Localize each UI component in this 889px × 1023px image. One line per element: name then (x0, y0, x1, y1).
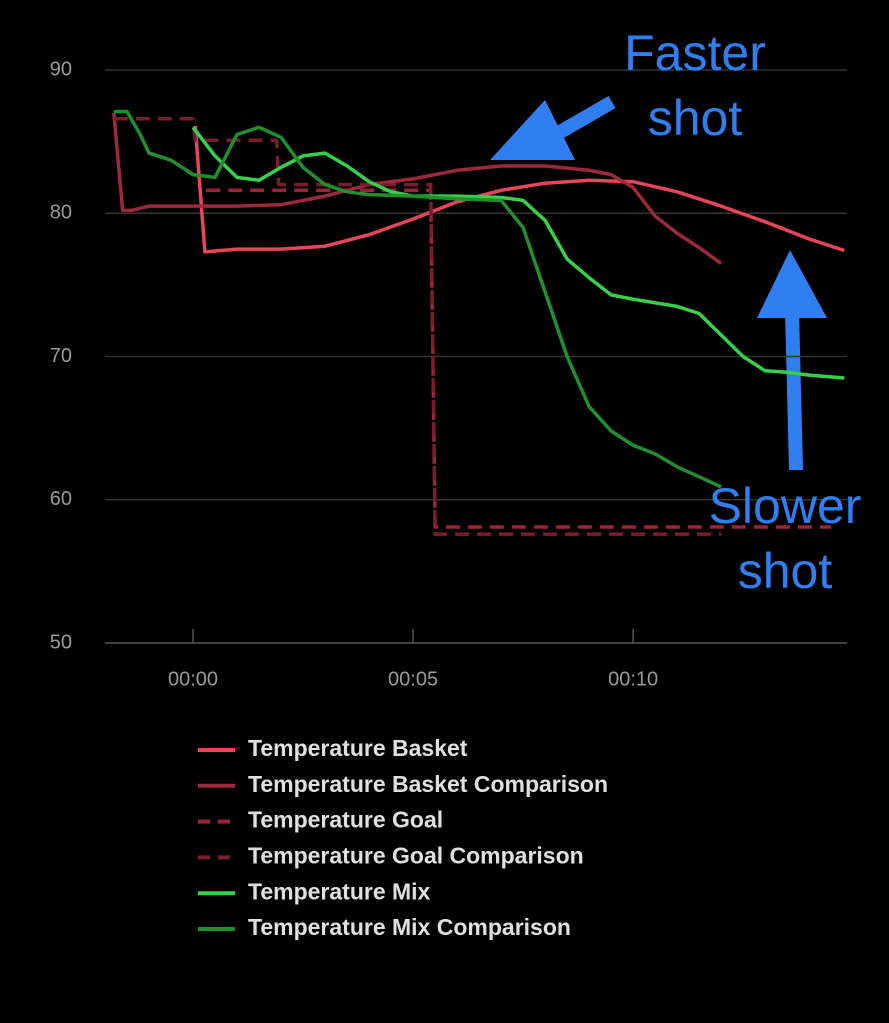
arrow-slower-head (757, 250, 827, 318)
series-line (206, 188, 832, 529)
legend-label: Temperature Basket Comparison (248, 771, 608, 797)
legend-label: Temperature Mix Comparison (248, 914, 571, 940)
legend-label: Temperature Goal Comparison (248, 842, 584, 868)
series-line (193, 125, 845, 254)
x-tick-label: 00:05 (388, 668, 438, 690)
annotation: shot (738, 543, 833, 599)
y-tick-label: 70 (50, 345, 72, 367)
x-tick-label: 00:10 (608, 668, 658, 690)
annotation: Faster (624, 25, 766, 81)
x-tick-label: 00:00 (168, 668, 218, 690)
y-tick-label: 80 (50, 202, 72, 224)
y-tick-label: 50 (50, 631, 72, 653)
y-tick-label: 90 (50, 58, 72, 80)
series-line (113, 116, 722, 536)
annotation: Slower (709, 478, 862, 534)
arrow-faster-shaft (551, 95, 616, 142)
annotation: shot (648, 90, 743, 146)
legend-label: Temperature Basket (248, 735, 468, 761)
series-line (191, 126, 845, 380)
arrow-slower-shaft (785, 309, 803, 471)
series-line (113, 109, 722, 489)
series-line (112, 112, 723, 265)
legend-label: Temperature Goal (248, 807, 443, 833)
legend-label: Temperature Mix (248, 878, 431, 904)
y-tick-label: 60 (50, 488, 72, 510)
arrow-faster-head (490, 100, 575, 160)
